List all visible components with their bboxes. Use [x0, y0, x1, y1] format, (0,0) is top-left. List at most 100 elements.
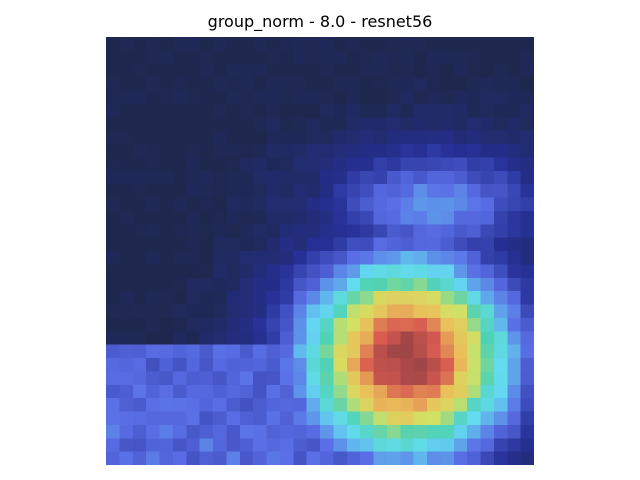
- heatmap-cell: [213, 184, 227, 198]
- heatmap-cell: [360, 157, 374, 172]
- heatmap-cell: [373, 371, 388, 386]
- heatmap-cell: [440, 411, 455, 426]
- heatmap-cell: [253, 130, 267, 145]
- heatmap-cell: [226, 384, 241, 399]
- heatmap-cell: [493, 451, 508, 465]
- heatmap-cell: [453, 37, 468, 51]
- heatmap-cell: [427, 77, 441, 91]
- heatmap-cell: [520, 291, 534, 305]
- heatmap-cell: [213, 117, 227, 131]
- heatmap-cell: [199, 344, 214, 359]
- heatmap-cell: [493, 117, 508, 131]
- heatmap-cell: [333, 251, 348, 265]
- heatmap-cell: [306, 438, 321, 452]
- heatmap-cell: [386, 90, 401, 105]
- heatmap-cell: [413, 438, 428, 452]
- heatmap-cell: [400, 331, 414, 345]
- heatmap-cell: [199, 398, 214, 412]
- heatmap-cell: [239, 411, 254, 426]
- heatmap-cell: [467, 210, 481, 225]
- heatmap-cell: [320, 237, 334, 252]
- heatmap-cell: [453, 184, 468, 198]
- heatmap-cell: [119, 210, 134, 225]
- heatmap-cell: [172, 224, 187, 238]
- heatmap-cell: [119, 63, 134, 78]
- heatmap-cell: [253, 331, 267, 345]
- heatmap-cell: [453, 251, 468, 265]
- heatmap-cell: [213, 304, 227, 319]
- heatmap-cell: [373, 264, 388, 279]
- heatmap-cell: [146, 130, 160, 145]
- heatmap-cell: [333, 304, 348, 319]
- heatmap-cell: [440, 344, 455, 359]
- heatmap-cell: [360, 344, 374, 359]
- heatmap-cell: [306, 117, 321, 131]
- heatmap-cell: [520, 197, 534, 212]
- heatmap-cell: [493, 371, 508, 386]
- heatmap-cell: [266, 331, 281, 345]
- heatmap-cell: [146, 424, 160, 439]
- heatmap-cell: [106, 371, 120, 386]
- heatmap-cell: [213, 344, 227, 359]
- heatmap-cell: [467, 63, 481, 78]
- heatmap-cell: [360, 411, 374, 426]
- heatmap-cell: [386, 358, 401, 372]
- heatmap-cell: [266, 277, 281, 292]
- heatmap-cell: [440, 63, 455, 78]
- heatmap-cell: [427, 37, 441, 51]
- heatmap-cell: [427, 210, 441, 225]
- heatmap-cell: [453, 398, 468, 412]
- heatmap-cell: [279, 424, 294, 439]
- heatmap-cell: [333, 77, 348, 91]
- heatmap-cell: [132, 358, 147, 372]
- heatmap-cell: [199, 103, 214, 118]
- heatmap-cell: [333, 130, 348, 145]
- heatmap-cell: [172, 37, 187, 51]
- heatmap-cell: [360, 224, 374, 238]
- heatmap-cell: [226, 304, 241, 319]
- heatmap-cell: [266, 237, 281, 252]
- heatmap-cell: [213, 144, 227, 158]
- heatmap-cell: [186, 317, 200, 332]
- heatmap-cell: [239, 157, 254, 172]
- heatmap-cell: [159, 144, 174, 158]
- heatmap-cell: [226, 264, 241, 279]
- heatmap-cell: [199, 264, 214, 279]
- heatmap-cell: [119, 197, 134, 212]
- heatmap-cell: [346, 251, 361, 265]
- heatmap-cell: [520, 251, 534, 265]
- heatmap-cell: [520, 371, 534, 386]
- heatmap-cell: [493, 170, 508, 185]
- heatmap-cell: [306, 77, 321, 91]
- heatmap-cell: [186, 411, 200, 426]
- heatmap-cell: [199, 358, 214, 372]
- heatmap-cell: [427, 237, 441, 252]
- heatmap-cell: [119, 398, 134, 412]
- heatmap-cell: [132, 251, 147, 265]
- heatmap-cell: [213, 77, 227, 91]
- heatmap-cell: [333, 438, 348, 452]
- heatmap-cell: [346, 358, 361, 372]
- heatmap-cell: [373, 184, 388, 198]
- heatmap-cell: [453, 224, 468, 238]
- heatmap-cell: [159, 344, 174, 359]
- heatmap-cell: [186, 130, 200, 145]
- heatmap-cell: [306, 251, 321, 265]
- heatmap-cell: [293, 103, 307, 118]
- heatmap-cell: [360, 371, 374, 386]
- heatmap-cell: [346, 224, 361, 238]
- heatmap-cell: [320, 358, 334, 372]
- heatmap-cell: [279, 157, 294, 172]
- heatmap-cell: [132, 237, 147, 252]
- heatmap-cell: [279, 451, 294, 465]
- heatmap-cell: [507, 237, 521, 252]
- heatmap-cell: [320, 144, 334, 158]
- heatmap-cell: [520, 424, 534, 439]
- heatmap-cell: [293, 184, 307, 198]
- heatmap-cell: [386, 77, 401, 91]
- heatmap-cell: [266, 144, 281, 158]
- heatmap-cell: [226, 144, 241, 158]
- heatmap-cell: [132, 398, 147, 412]
- heatmap-cell: [427, 251, 441, 265]
- heatmap-cell: [132, 184, 147, 198]
